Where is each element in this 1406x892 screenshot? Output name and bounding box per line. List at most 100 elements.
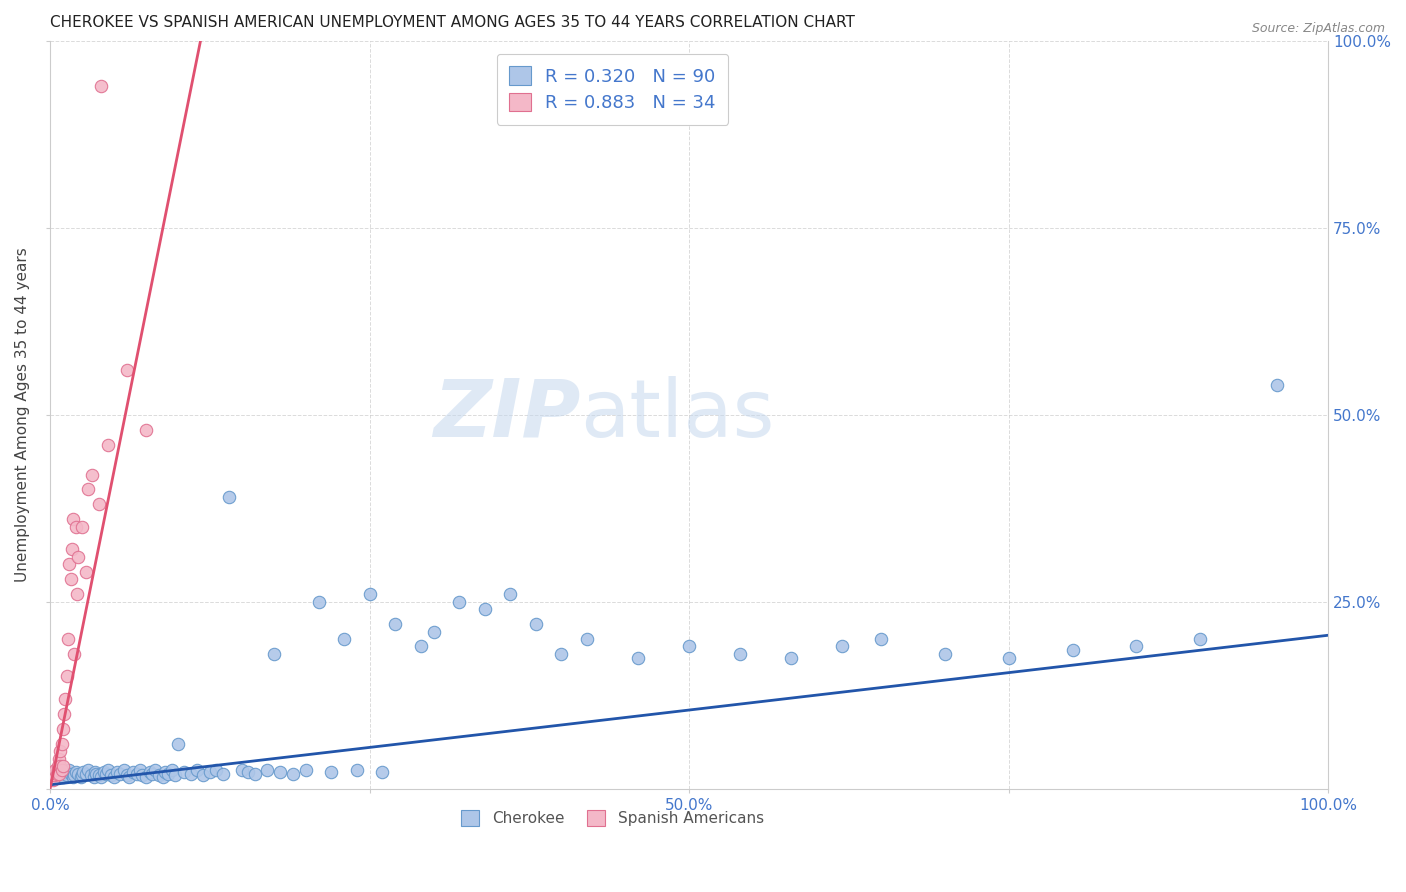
Point	[55, 669, 77, 683]
Point	[131, 768, 153, 782]
Point	[84, 766, 107, 780]
Point	[52, 759, 75, 773]
Point	[51, 737, 73, 751]
Point	[256, 763, 278, 777]
Point	[238, 765, 260, 780]
Point	[58, 558, 80, 572]
Point	[82, 467, 104, 482]
Point	[97, 763, 120, 777]
Point	[186, 763, 208, 777]
Point	[156, 766, 179, 780]
Point	[80, 768, 103, 782]
Point	[728, 647, 751, 661]
Point	[69, 770, 91, 784]
Point	[115, 363, 138, 377]
Point	[627, 650, 650, 665]
Point	[167, 737, 190, 751]
Point	[152, 770, 174, 784]
Point	[269, 765, 291, 780]
Point	[100, 768, 122, 782]
Point	[243, 766, 266, 780]
Point	[60, 542, 83, 557]
Point	[869, 632, 891, 646]
Point	[143, 763, 166, 777]
Point	[75, 565, 97, 579]
Point	[87, 497, 110, 511]
Point	[115, 768, 138, 782]
Point	[42, 768, 65, 782]
Point	[46, 763, 69, 777]
Point	[499, 587, 522, 601]
Point	[678, 640, 700, 654]
Point	[46, 759, 69, 773]
Point	[160, 763, 183, 777]
Point	[96, 766, 118, 780]
Point	[165, 768, 187, 782]
Legend: Cherokee, Spanish Americans: Cherokee, Spanish Americans	[450, 799, 775, 837]
Point	[1189, 632, 1212, 646]
Point	[831, 640, 853, 654]
Point	[63, 768, 86, 782]
Point	[45, 766, 67, 780]
Point	[135, 770, 157, 784]
Point	[281, 766, 304, 780]
Point	[65, 520, 87, 534]
Point	[321, 765, 343, 780]
Point	[63, 647, 86, 661]
Point	[384, 617, 406, 632]
Point	[1062, 643, 1084, 657]
Point	[90, 78, 112, 93]
Point	[58, 763, 80, 777]
Point	[333, 632, 356, 646]
Point	[211, 766, 233, 780]
Point	[122, 765, 145, 780]
Point	[90, 770, 112, 784]
Point	[52, 770, 75, 784]
Point	[70, 520, 93, 534]
Point	[141, 766, 163, 780]
Point	[41, 772, 63, 787]
Text: ZIP: ZIP	[433, 376, 581, 454]
Point	[105, 765, 128, 780]
Point	[125, 766, 148, 780]
Point	[118, 770, 141, 784]
Point	[67, 549, 90, 564]
Point	[294, 763, 316, 777]
Point	[231, 763, 253, 777]
Point	[550, 647, 572, 661]
Point	[70, 768, 93, 782]
Point	[62, 512, 84, 526]
Point	[205, 763, 228, 777]
Point	[49, 744, 72, 758]
Point	[75, 766, 97, 780]
Point	[263, 647, 285, 661]
Point	[56, 632, 79, 646]
Point	[97, 437, 120, 451]
Point	[103, 770, 125, 784]
Point	[193, 768, 215, 782]
Text: atlas: atlas	[581, 376, 775, 454]
Point	[1125, 640, 1147, 654]
Point	[780, 650, 803, 665]
Point	[112, 763, 135, 777]
Point	[77, 763, 100, 777]
Point	[48, 751, 70, 765]
Point	[55, 768, 77, 782]
Point	[55, 765, 77, 780]
Point	[449, 594, 471, 608]
Y-axis label: Unemployment Among Ages 35 to 44 years: Unemployment Among Ages 35 to 44 years	[15, 247, 30, 582]
Point	[474, 602, 496, 616]
Point	[49, 768, 72, 782]
Point	[139, 765, 162, 780]
Point	[1265, 377, 1288, 392]
Point	[66, 587, 89, 601]
Point	[997, 650, 1019, 665]
Point	[173, 765, 195, 780]
Point	[110, 766, 132, 780]
Point	[62, 770, 84, 784]
Point	[422, 624, 444, 639]
Point	[198, 765, 221, 780]
Point	[524, 617, 547, 632]
Point	[83, 765, 105, 780]
Point	[48, 766, 70, 780]
